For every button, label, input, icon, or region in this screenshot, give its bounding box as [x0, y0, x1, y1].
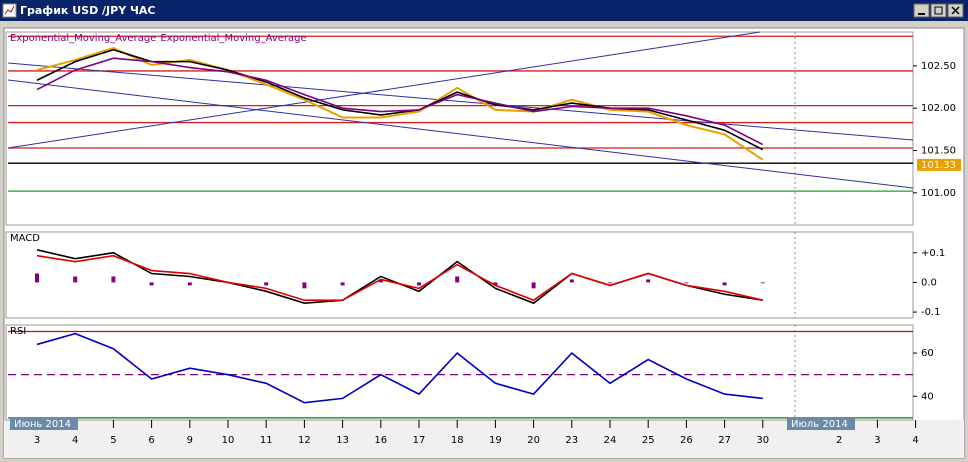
y-tick-label: 101.00: [921, 188, 956, 199]
legend-entry: Exponential_Moving_Average: [160, 33, 306, 44]
histogram-bar: [264, 282, 269, 286]
histogram-bar: [73, 276, 78, 283]
trend-line: [7, 62, 914, 141]
panel: [5, 231, 914, 319]
x-tick-label: 4: [912, 435, 918, 446]
histogram-bar: [187, 282, 192, 286]
x-tick-label: 19: [489, 435, 502, 446]
panel-title: RSI: [10, 326, 26, 337]
month-tag: [787, 417, 855, 430]
histogram-bar: [340, 282, 345, 286]
month-label: Июль 2014: [791, 419, 848, 430]
histogram-bar: [569, 279, 574, 283]
trend-line: [7, 79, 914, 189]
y-tick-label: -0.1: [921, 307, 941, 318]
x-tick-label: 11: [260, 435, 273, 446]
legend-entry: Exponential_Moving_Average: [10, 33, 156, 44]
histogram-bar: [684, 282, 689, 284]
panel-title: MACD: [10, 233, 40, 244]
panel: [5, 324, 914, 421]
x-tick-label: 9: [187, 435, 193, 446]
histogram-bar: [608, 282, 612, 284]
histogram-bar: [149, 282, 154, 286]
x-tick-label: 13: [336, 435, 349, 446]
series-line: [36, 332, 763, 404]
x-tick-label: 18: [451, 435, 464, 446]
histogram-bar: [35, 273, 39, 283]
window-title: График USD /JPY ЧАС: [20, 4, 155, 17]
x-tick-label: 3: [874, 435, 880, 446]
price-tag: [917, 158, 961, 171]
series-line: [36, 47, 764, 161]
x-tick-label: 17: [413, 435, 426, 446]
y-tick-label: 60: [921, 348, 934, 359]
minimize-button[interactable]: [913, 3, 930, 18]
x-tick-label: 27: [718, 435, 731, 446]
x-tick-label: 3: [34, 435, 40, 446]
maximize-button[interactable]: [930, 3, 947, 18]
y-tick-label: 102.50: [921, 61, 956, 72]
y-tick-label: 102.00: [921, 103, 956, 114]
app-icon-glyph: [4, 5, 15, 15]
histogram-bar: [760, 282, 765, 284]
x-tick-label: 16: [374, 435, 387, 446]
x-tick-label: 5: [110, 435, 116, 446]
x-tick-label: 12: [298, 435, 311, 446]
x-tick-label: 2: [836, 435, 842, 446]
title-bar: [0, 0, 968, 21]
y-tick-label: 0.0: [921, 277, 937, 288]
maximize-glyph: [934, 6, 943, 15]
y-tick-label: 101.50: [921, 146, 956, 157]
price-tag-label: 101.33: [921, 160, 956, 171]
series-line: [36, 57, 764, 146]
histogram-bar: [111, 276, 116, 283]
trend-line: [7, 31, 761, 149]
x-tick-label: 4: [72, 435, 78, 446]
x-tick-label: 24: [604, 435, 617, 446]
x-tick-label: 25: [642, 435, 655, 446]
x-tick-label: 6: [148, 435, 154, 446]
x-tick-label: 20: [527, 435, 540, 446]
histogram-bar: [722, 282, 727, 286]
x-tick-label: 26: [680, 435, 693, 446]
histogram-bar: [378, 279, 383, 283]
x-tick-label: 23: [565, 435, 578, 446]
series-line: [36, 254, 763, 302]
histogram-bar: [302, 282, 307, 289]
y-tick-label: +0.1: [921, 248, 945, 259]
x-tick-label: 10: [222, 435, 235, 446]
histogram-bar: [493, 282, 498, 286]
month-label: Июнь 2014: [14, 419, 71, 430]
histogram-bar: [455, 276, 460, 283]
x-tick-label: 30: [756, 435, 769, 446]
window-buttons[interactable]: [913, 3, 964, 18]
series-line: [36, 48, 764, 151]
close-glyph: [951, 6, 960, 15]
month-tag: [10, 417, 78, 430]
histogram-bar: [646, 279, 651, 283]
histogram-bar: [531, 282, 536, 289]
histogram-bar: [417, 282, 421, 286]
y-tick-label: 40: [921, 391, 934, 402]
